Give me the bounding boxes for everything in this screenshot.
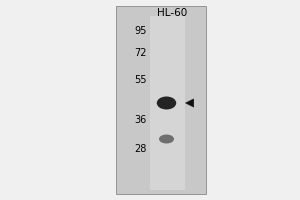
- Text: 36: 36: [135, 115, 147, 125]
- Bar: [116, 6, 206, 194]
- Text: 28: 28: [135, 144, 147, 154]
- Ellipse shape: [157, 97, 176, 110]
- Polygon shape: [185, 99, 194, 107]
- Text: 55: 55: [134, 75, 147, 85]
- Text: 72: 72: [134, 48, 147, 58]
- Ellipse shape: [159, 134, 174, 144]
- Bar: [150, 16, 184, 190]
- Text: HL-60: HL-60: [158, 8, 188, 18]
- Text: 95: 95: [135, 26, 147, 36]
